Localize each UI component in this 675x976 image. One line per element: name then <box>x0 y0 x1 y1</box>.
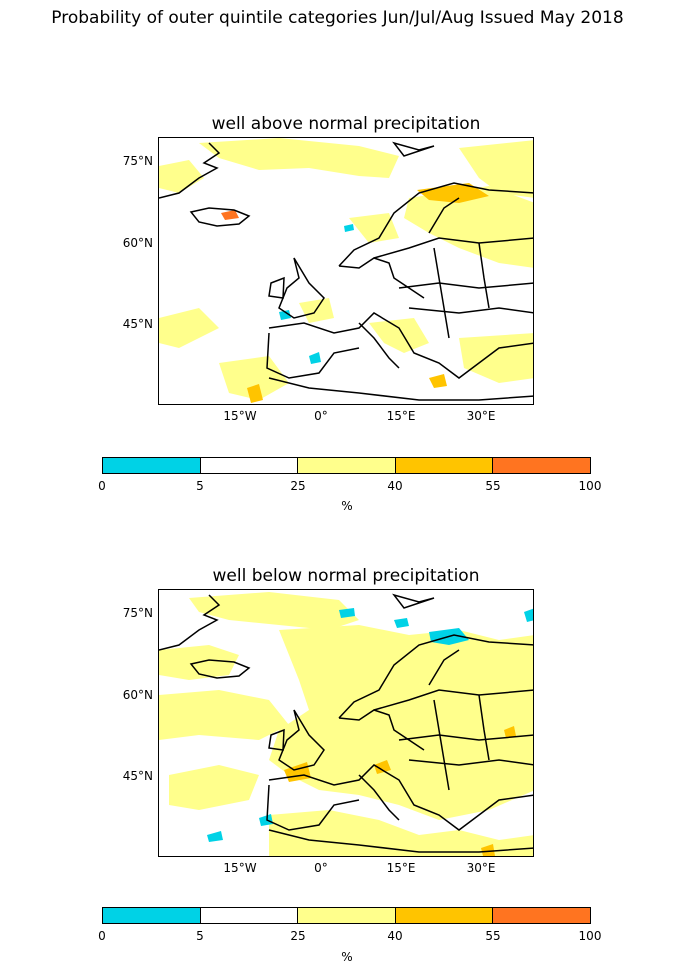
colorbar-tick: 0 <box>98 479 106 493</box>
colorbar-below <box>102 907 591 924</box>
lat-label: 60°N <box>122 688 153 702</box>
lon-label: 15°W <box>223 861 257 875</box>
colorbar-segment <box>395 908 494 923</box>
panel-above-title: well above normal precipitation <box>211 114 481 134</box>
colorbar-segment <box>493 458 590 473</box>
lat-label: 75°N <box>122 154 153 168</box>
colorbar-segment <box>200 458 299 473</box>
panel-below-title: well below normal precipitation <box>212 566 480 586</box>
colorbar-tick: 25 <box>290 929 306 943</box>
map-above <box>158 137 534 405</box>
colorbar-tick: 100 <box>578 479 602 493</box>
colorbar-segment <box>200 908 299 923</box>
colorbar-segment <box>493 908 590 923</box>
lat-label: 60°N <box>122 236 153 250</box>
colorbar-tick: 5 <box>196 929 204 943</box>
colorbar-segment <box>298 908 396 923</box>
colorbar-tick: 5 <box>196 479 204 493</box>
coastlines-above <box>159 141 533 401</box>
colorbar-tick: 40 <box>387 929 403 943</box>
lon-label: 30°E <box>466 409 496 423</box>
colorbar-segment <box>103 458 201 473</box>
lon-label: 15°E <box>386 409 416 423</box>
colorbar-tick: 55 <box>485 929 501 943</box>
prob-shading-below <box>159 592 533 856</box>
lon-label: 0° <box>314 861 328 875</box>
lon-label: 15°E <box>386 861 416 875</box>
map-below <box>158 589 534 857</box>
lon-label: 0° <box>314 409 328 423</box>
colorbar-segment <box>103 908 201 923</box>
lat-label: 45°N <box>122 317 153 331</box>
colorbar-tick: 55 <box>485 479 501 493</box>
lat-label: 45°N <box>122 769 153 783</box>
colorbar-unit: % <box>341 950 353 964</box>
colorbar-tick: 100 <box>578 929 602 943</box>
colorbar-above <box>102 457 591 474</box>
colorbar-tick: 40 <box>387 479 403 493</box>
prob-shading-above <box>159 138 533 403</box>
colorbar-segment <box>298 458 396 473</box>
lat-label: 75°N <box>122 606 153 620</box>
colorbar-tick: 25 <box>290 479 306 493</box>
lon-label: 30°E <box>466 861 496 875</box>
lon-label: 15°W <box>223 409 257 423</box>
coastlines-below <box>159 593 533 853</box>
figure-title: Probability of outer quintile categories… <box>51 8 624 28</box>
colorbar-unit: % <box>341 499 353 513</box>
colorbar-segment <box>395 458 494 473</box>
colorbar-tick: 0 <box>98 929 106 943</box>
